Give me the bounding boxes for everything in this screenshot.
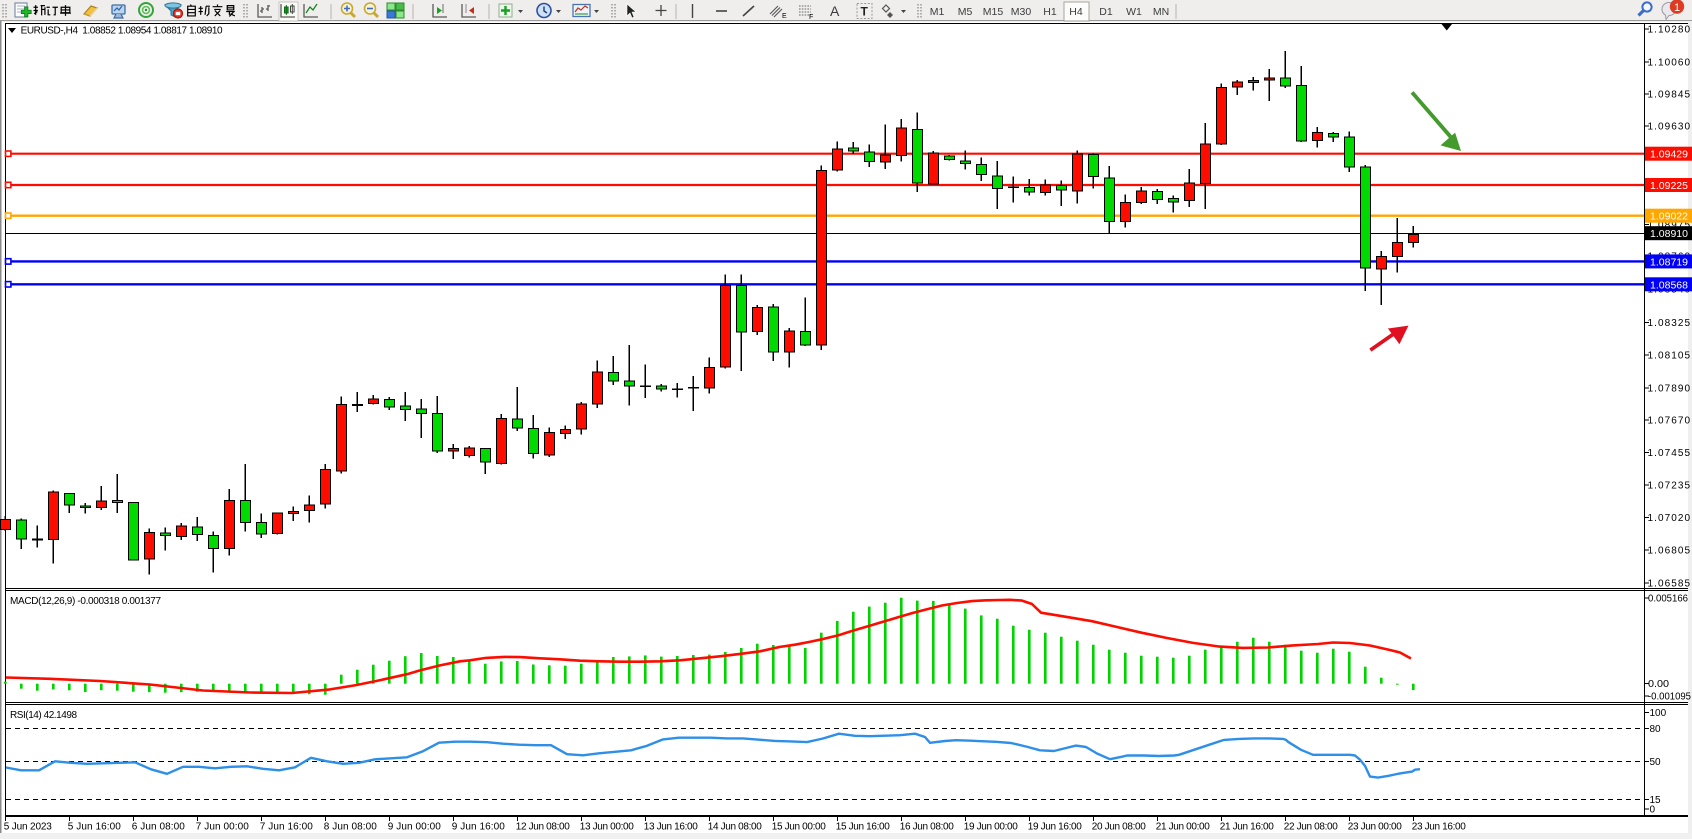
svg-text:5 Jun 16:00: 5 Jun 16:00: [68, 822, 121, 833]
svg-text:1.09429: 1.09429: [1650, 150, 1688, 161]
svg-text:1.08719: 1.08719: [1650, 257, 1688, 268]
svg-text:0: 0: [1650, 805, 1656, 816]
svg-text:15 Jun 16:00: 15 Jun 16:00: [836, 822, 890, 833]
svg-text:1.08105: 1.08105: [1648, 351, 1691, 362]
svg-text:15: 15: [1650, 795, 1662, 806]
svg-text:6 Jun 08:00: 6 Jun 08:00: [132, 822, 185, 833]
svg-text:1.09845: 1.09845: [1648, 90, 1691, 101]
svg-text:F: F: [809, 14, 813, 21]
svg-text:W1: W1: [1126, 6, 1142, 18]
svg-text:5 Jun 2023: 5 Jun 2023: [4, 822, 52, 833]
svg-text:1.07020: 1.07020: [1648, 513, 1691, 524]
svg-text:0.005166: 0.005166: [1648, 594, 1688, 605]
svg-text:1.10280: 1.10280: [1648, 25, 1691, 36]
svg-text:M30: M30: [1011, 6, 1032, 18]
svg-text:E: E: [782, 13, 787, 20]
svg-text:A: A: [830, 3, 840, 19]
svg-text:22 Jun 08:00: 22 Jun 08:00: [1284, 822, 1338, 833]
svg-text:23 Jun 00:00: 23 Jun 00:00: [1348, 822, 1402, 833]
svg-text:23 Jun 16:00: 23 Jun 16:00: [1412, 822, 1466, 833]
svg-text:M5: M5: [958, 6, 973, 18]
svg-text:19 Jun 16:00: 19 Jun 16:00: [1028, 822, 1082, 833]
svg-text:T: T: [861, 5, 869, 19]
svg-text:1.08568: 1.08568: [1650, 280, 1688, 291]
svg-text:-0.001095: -0.001095: [1648, 691, 1691, 702]
svg-text:13 Jun 16:00: 13 Jun 16:00: [644, 822, 698, 833]
svg-text:13 Jun 00:00: 13 Jun 00:00: [580, 822, 634, 833]
svg-text:1.06585: 1.06585: [1648, 579, 1691, 590]
svg-text:1.08325: 1.08325: [1648, 318, 1691, 329]
svg-text:1: 1: [1674, 2, 1680, 14]
svg-text:1.07455: 1.07455: [1648, 448, 1691, 459]
svg-text:7 Jun 00:00: 7 Jun 00:00: [196, 822, 249, 833]
svg-text:MACD(12,26,9) -0.000318 0.0013: MACD(12,26,9) -0.000318 0.001377: [10, 596, 161, 607]
svg-text:RSI(14) 42.1498: RSI(14) 42.1498: [10, 710, 77, 721]
svg-text:16 Jun 08:00: 16 Jun 08:00: [900, 822, 954, 833]
svg-text:100: 100: [1650, 708, 1667, 719]
svg-text:19 Jun 00:00: 19 Jun 00:00: [964, 822, 1018, 833]
svg-text:14 Jun 08:00: 14 Jun 08:00: [708, 822, 762, 833]
svg-text:1.07235: 1.07235: [1648, 481, 1691, 492]
svg-text:D1: D1: [1099, 6, 1113, 18]
svg-text:12 Jun 08:00: 12 Jun 08:00: [516, 822, 570, 833]
svg-text:1.08975: 1.08975: [1648, 220, 1691, 231]
svg-text:1.09225: 1.09225: [1650, 181, 1688, 192]
svg-text:1.07890: 1.07890: [1648, 384, 1691, 395]
svg-text:20 Jun 08:00: 20 Jun 08:00: [1092, 822, 1146, 833]
svg-text:M1: M1: [930, 6, 945, 18]
svg-text:8 Jun 08:00: 8 Jun 08:00: [324, 822, 377, 833]
svg-text:9 Jun 16:00: 9 Jun 16:00: [452, 822, 505, 833]
svg-text:1.08910: 1.08910: [1650, 229, 1688, 240]
svg-text:1.10060: 1.10060: [1648, 58, 1691, 69]
svg-text:EURUSD-,H4 1.08852 1.08954 1.: EURUSD-,H4 1.08852 1.08954 1.08817 1.089…: [21, 26, 223, 37]
svg-text:1.07670: 1.07670: [1648, 416, 1691, 427]
svg-text:9 Jun 00:00: 9 Jun 00:00: [388, 822, 441, 833]
svg-text:1.09630: 1.09630: [1648, 122, 1691, 133]
svg-text:15 Jun 00:00: 15 Jun 00:00: [772, 822, 826, 833]
svg-text:M15: M15: [983, 6, 1004, 18]
svg-text:21 Jun 16:00: 21 Jun 16:00: [1220, 822, 1274, 833]
svg-text:21 Jun 00:00: 21 Jun 00:00: [1156, 822, 1210, 833]
svg-text:50: 50: [1650, 757, 1662, 768]
svg-text:1.06805: 1.06805: [1648, 546, 1691, 557]
svg-text:7 Jun 16:00: 7 Jun 16:00: [260, 822, 313, 833]
svg-text:MN: MN: [1153, 6, 1169, 18]
svg-text:80: 80: [1650, 724, 1662, 735]
svg-text:1.09022: 1.09022: [1650, 212, 1688, 223]
svg-text:0.00: 0.00: [1648, 679, 1669, 690]
svg-text:H4: H4: [1069, 6, 1083, 18]
svg-text:H1: H1: [1043, 6, 1057, 18]
